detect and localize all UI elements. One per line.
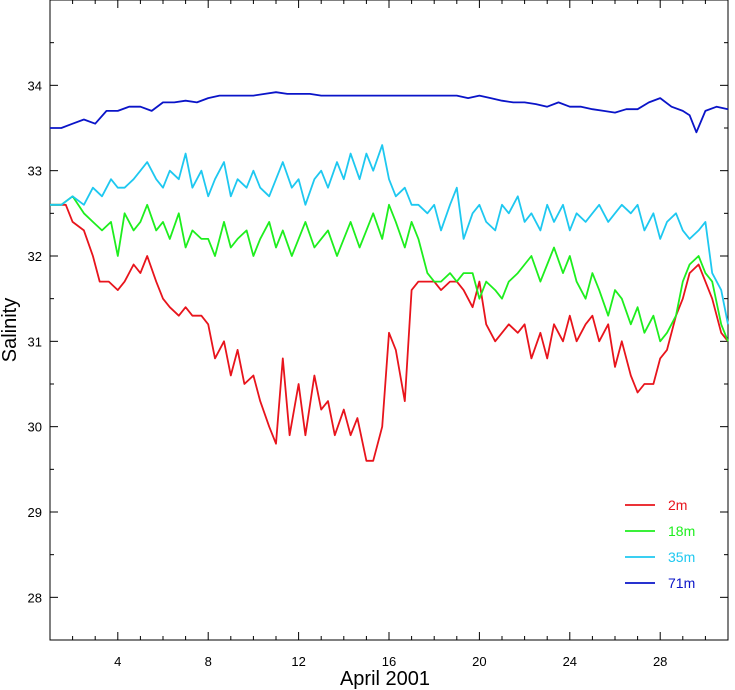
x-tick-label: 4 bbox=[114, 654, 121, 669]
x-tick-label: 16 bbox=[382, 654, 396, 669]
y-axis-title: Salinity bbox=[0, 298, 21, 362]
x-tick-label: 24 bbox=[563, 654, 577, 669]
y-tick-label: 31 bbox=[28, 334, 42, 349]
series-lines bbox=[50, 91, 729, 462]
y-tick-label: 28 bbox=[28, 590, 42, 605]
x-tick-label: 12 bbox=[291, 654, 305, 669]
y-tick-label: 32 bbox=[28, 249, 42, 264]
y-tick-label: 33 bbox=[28, 164, 42, 179]
legend-label-71m: 71m bbox=[668, 575, 695, 591]
series-line-18m bbox=[50, 195, 729, 343]
y-tick-label: 30 bbox=[28, 420, 42, 435]
x-axis-title: April 2001 bbox=[340, 668, 430, 690]
legend-label-18m: 18m bbox=[668, 523, 695, 539]
legend-label-2m: 2m bbox=[668, 497, 687, 513]
x-tick-label: 20 bbox=[472, 654, 486, 669]
y-tick-label: 34 bbox=[28, 78, 42, 93]
series-line-2m bbox=[50, 203, 729, 462]
legend-label-35m: 35m bbox=[668, 549, 695, 565]
legend: 2m 18m 35m 71m bbox=[625, 497, 695, 591]
x-axis: 4 8 12 16 20 24 28 bbox=[49, 0, 729, 669]
y-axis: 28 29 30 31 32 33 34 bbox=[28, 42, 728, 641]
y-tick-label: 29 bbox=[28, 505, 42, 520]
series-line-71m bbox=[50, 91, 729, 134]
series-line-35m bbox=[50, 144, 729, 325]
x-tick-label: 8 bbox=[205, 654, 212, 669]
x-tick-label: 28 bbox=[653, 654, 667, 669]
